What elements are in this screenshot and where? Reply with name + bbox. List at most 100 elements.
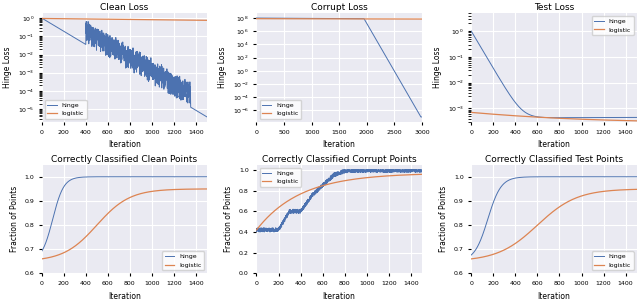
hinge	[132, 60, 140, 64]
logistic	[108, 208, 116, 212]
Line: logistic: logistic	[42, 19, 207, 20]
hinge	[115, 44, 122, 48]
hinge	[266, 227, 273, 231]
hinge	[544, 116, 552, 119]
logistic	[415, 17, 422, 21]
Title: Correctly Classified Test Points: Correctly Classified Test Points	[485, 155, 623, 164]
hinge	[58, 28, 65, 32]
hinge	[561, 116, 569, 119]
hinge	[111, 47, 119, 51]
Line: hinge: hinge	[257, 170, 422, 232]
logistic	[203, 187, 211, 191]
logistic	[108, 17, 116, 21]
logistic	[266, 214, 273, 217]
logistic	[282, 17, 289, 21]
Line: logistic: logistic	[42, 189, 207, 259]
logistic	[253, 228, 260, 232]
logistic	[316, 17, 324, 21]
hinge	[51, 211, 58, 214]
Y-axis label: Hinge Loss: Hinge Loss	[218, 47, 227, 88]
hinge	[58, 190, 65, 194]
Y-axis label: Fraction of Points: Fraction of Points	[10, 186, 19, 252]
hinge	[561, 175, 569, 179]
logistic	[418, 172, 426, 176]
Y-axis label: Hinge Loss: Hinge Loss	[3, 47, 12, 88]
hinge	[541, 175, 548, 179]
X-axis label: Iteration: Iteration	[108, 292, 141, 301]
logistic	[58, 17, 65, 20]
logistic	[541, 116, 548, 119]
logistic	[467, 257, 475, 261]
Y-axis label: Fraction of Points: Fraction of Points	[439, 186, 448, 252]
logistic	[203, 19, 211, 22]
Line: hinge: hinge	[471, 31, 637, 118]
hinge	[203, 115, 211, 119]
hinge	[480, 51, 488, 54]
hinge	[633, 175, 640, 179]
Title: Correctly Classified Clean Points: Correctly Classified Clean Points	[51, 155, 198, 164]
X-axis label: Iteration: Iteration	[323, 292, 356, 301]
hinge	[115, 175, 122, 179]
hinge	[467, 29, 475, 33]
Title: Clean Loss: Clean Loss	[100, 3, 148, 12]
hinge	[347, 169, 355, 173]
logistic	[111, 17, 119, 21]
hinge	[316, 16, 324, 20]
hinge	[51, 24, 58, 28]
hinge	[272, 229, 280, 232]
Line: logistic: logistic	[257, 174, 422, 230]
Line: logistic: logistic	[471, 112, 637, 121]
logistic	[480, 255, 488, 259]
hinge	[132, 175, 140, 179]
logistic	[326, 182, 334, 185]
hinge	[323, 179, 331, 183]
logistic	[397, 17, 404, 21]
logistic	[253, 17, 260, 20]
hinge	[417, 115, 425, 119]
hinge	[487, 208, 495, 212]
hinge	[418, 169, 426, 172]
logistic	[487, 112, 495, 116]
logistic	[544, 116, 552, 119]
hinge	[108, 43, 116, 46]
Line: hinge: hinge	[42, 177, 207, 251]
logistic	[544, 214, 552, 218]
hinge	[397, 81, 404, 84]
hinge	[253, 16, 260, 20]
Y-axis label: Hinge Loss: Hinge Loss	[433, 47, 442, 88]
hinge	[467, 253, 475, 257]
X-axis label: Iteration: Iteration	[538, 292, 570, 301]
logistic	[480, 112, 488, 115]
hinge	[418, 115, 426, 119]
logistic	[347, 178, 355, 181]
X-axis label: Iteration: Iteration	[108, 140, 141, 149]
logistic	[51, 17, 58, 20]
logistic	[271, 17, 279, 21]
hinge	[415, 111, 422, 115]
hinge	[487, 62, 495, 66]
logistic	[58, 252, 65, 256]
logistic	[538, 116, 545, 119]
X-axis label: Iteration: Iteration	[538, 140, 570, 149]
hinge	[554, 116, 561, 119]
hinge	[326, 178, 334, 181]
logistic	[561, 117, 569, 120]
logistic	[467, 111, 475, 114]
hinge	[544, 175, 552, 179]
hinge	[633, 116, 640, 119]
Title: Test Loss: Test Loss	[534, 3, 574, 12]
hinge	[480, 229, 488, 233]
Line: logistic: logistic	[471, 189, 637, 259]
hinge	[260, 230, 268, 234]
logistic	[323, 183, 330, 186]
logistic	[329, 181, 337, 185]
logistic	[115, 203, 122, 206]
Legend: hinge, logistic: hinge, logistic	[260, 168, 301, 187]
hinge	[38, 16, 45, 20]
hinge	[538, 175, 545, 179]
logistic	[38, 17, 45, 20]
logistic	[418, 17, 426, 21]
logistic	[51, 254, 58, 258]
Legend: hinge, logistic: hinge, logistic	[45, 100, 86, 119]
logistic	[111, 205, 119, 209]
